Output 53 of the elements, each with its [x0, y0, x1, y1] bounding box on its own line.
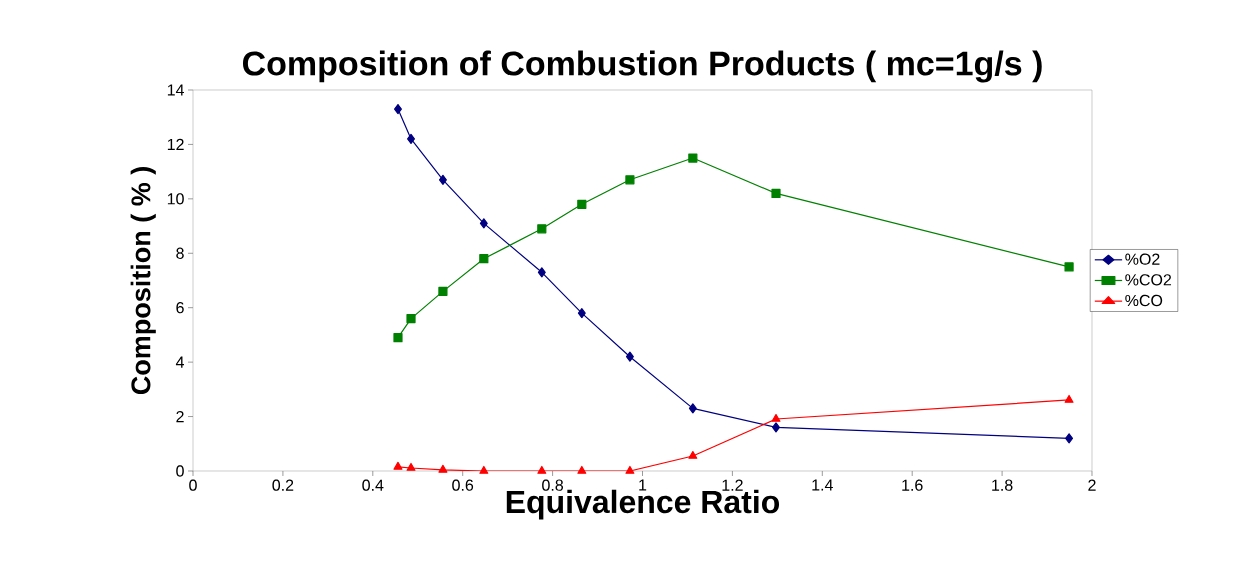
point [438, 174, 447, 185]
x-tick-label: 0 [189, 479, 197, 491]
point [625, 465, 635, 474]
x-tick-label: 1.4 [812, 479, 833, 491]
x-tick-label: 0.2 [272, 479, 294, 491]
point [438, 464, 448, 473]
point [1065, 433, 1074, 444]
x-tick-label: 1.2 [722, 479, 743, 491]
legend-label: %CO2 [1125, 274, 1172, 286]
point [577, 465, 587, 474]
x-tick-label: 1.6 [902, 479, 923, 491]
chart-title: Composition of Combustion Products ( mc=1g/s ) [242, 50, 1042, 83]
point [393, 333, 403, 343]
point [688, 153, 698, 163]
x-tick-label: 0.6 [452, 479, 474, 491]
point [771, 188, 781, 198]
x-tick-label: 2 [1088, 479, 1096, 491]
point [479, 465, 489, 474]
x-axis-title: Equivalence Ratio [506, 489, 780, 520]
point [625, 351, 634, 362]
y-tick-label: 10 [167, 193, 184, 205]
point [406, 462, 416, 471]
x-tick-label: 1 [639, 479, 647, 491]
y-tick-label: 6 [176, 302, 184, 314]
point [688, 403, 697, 414]
point [772, 422, 780, 433]
point [393, 461, 403, 470]
y-tick-label: 8 [176, 247, 184, 259]
point [537, 267, 546, 278]
point [577, 199, 587, 209]
point [406, 313, 416, 324]
point [479, 218, 488, 229]
point [479, 254, 489, 264]
point [688, 450, 698, 459]
y-axis-title: Composition ( % ) [130, 167, 156, 395]
x-tick-label: 0.8 [542, 479, 564, 491]
point [1064, 394, 1074, 403]
y-tick-label: 12 [167, 138, 184, 150]
y-tick-label: 0 [176, 465, 184, 477]
y-tick-label: 4 [175, 356, 184, 368]
point [1064, 262, 1074, 272]
x-tick-label: 0.4 [362, 479, 384, 491]
legend-label: %CO [1125, 294, 1163, 307]
point [625, 175, 635, 185]
point [537, 465, 547, 474]
x-tick-label: 1.8 [992, 479, 1013, 491]
y-tick-label: 2 [176, 410, 184, 423]
point [537, 224, 547, 234]
y-tick-label: 14 [167, 84, 184, 96]
point [438, 286, 448, 296]
point [771, 413, 781, 422]
legend-label: %O2 [1125, 253, 1160, 265]
point [577, 308, 586, 319]
